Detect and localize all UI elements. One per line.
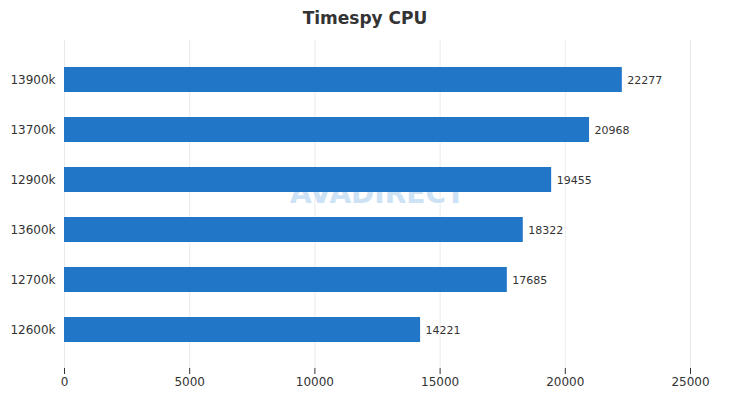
svg-text:13600k: 13600k [10, 223, 55, 237]
svg-text:12700k: 12700k [10, 273, 55, 287]
svg-text:12600k: 12600k [10, 323, 55, 337]
svg-text:10000: 10000 [296, 375, 334, 389]
svg-text:22277: 22277 [627, 74, 662, 87]
svg-text:25000: 25000 [671, 375, 709, 389]
svg-text:0: 0 [61, 375, 69, 389]
svg-text:5000: 5000 [174, 375, 205, 389]
svg-text:15000: 15000 [421, 375, 459, 389]
svg-text:19455: 19455 [557, 174, 592, 187]
svg-text:13700k: 13700k [10, 123, 55, 137]
svg-text:20968: 20968 [595, 124, 630, 137]
svg-text:14221: 14221 [426, 324, 461, 337]
html-text:Timespy CPU: Timespy CPU [302, 8, 428, 28]
svg-text:20000: 20000 [546, 375, 584, 389]
svg-text:12900k: 12900k [10, 173, 55, 187]
svg-text:13900k: 13900k [10, 73, 55, 87]
svg-text:AVADIRECT: AVADIRECT [289, 177, 466, 211]
svg-text:18322: 18322 [528, 224, 563, 237]
svg-text:17685: 17685 [512, 274, 547, 287]
